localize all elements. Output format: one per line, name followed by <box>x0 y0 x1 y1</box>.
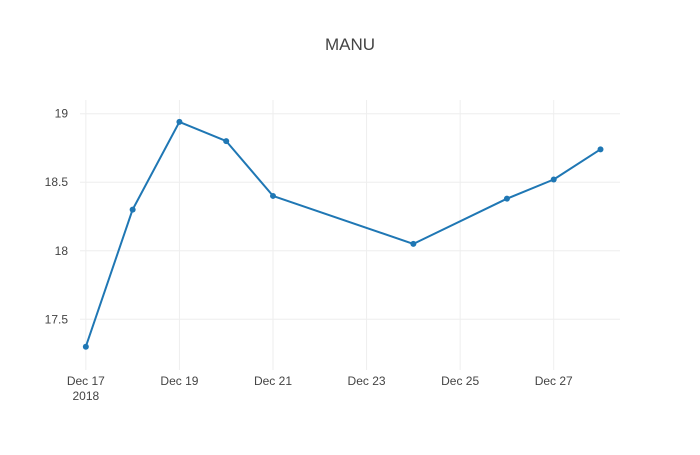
data-point <box>82 343 89 350</box>
y-tick-label: 18 <box>55 244 69 258</box>
data-point <box>269 192 276 199</box>
data-point <box>129 206 136 213</box>
x-tick-label: Dec 23 <box>348 374 386 388</box>
y-tick-label: 17.5 <box>45 312 69 326</box>
series-line <box>84 120 602 348</box>
x-tick-sublabel: 2018 <box>72 389 99 403</box>
x-tick-label: Dec 25 <box>441 374 479 388</box>
y-tick-label: 19 <box>55 107 69 121</box>
data-point <box>597 146 604 153</box>
x-tick-label: Dec 27 <box>535 374 573 388</box>
x-tick-label: Dec 21 <box>254 374 292 388</box>
x-tick-label: Dec 17 <box>67 374 105 388</box>
x-tick-label: Dec 19 <box>160 374 198 388</box>
chart-title: MANU <box>325 35 375 54</box>
data-point <box>503 195 510 202</box>
grid <box>80 100 620 370</box>
data-point <box>176 118 183 125</box>
data-point <box>550 176 557 183</box>
data-point <box>410 240 417 247</box>
series <box>82 118 604 350</box>
data-point <box>223 138 230 145</box>
y-tick-label: 18.5 <box>45 175 69 189</box>
